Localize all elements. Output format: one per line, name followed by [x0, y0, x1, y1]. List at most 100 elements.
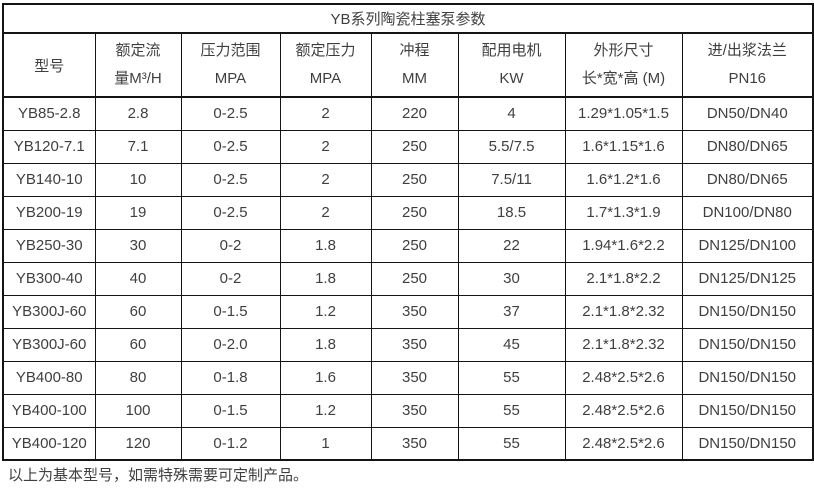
column-header-2: 额定流量M³/H — [94, 32, 182, 98]
cell-r6-c5: 250 — [370, 261, 459, 296]
column-header-1: 型号 — [2, 32, 96, 98]
table-row: YB200-19 19 0-2.5 2 250 18.5 1.7*1.3*1.9 DN100/… — [2, 195, 814, 230]
cell-r2-c7: 1.6*1.15*1.6 — [564, 129, 683, 164]
column-header-line2: 长*宽*高 (M) — [581, 70, 666, 87]
cell-r4-c6: 18.5 — [457, 195, 566, 230]
cell-r10-c8: DN150/DN150 — [681, 393, 814, 428]
cell-r6-c6: 30 — [457, 261, 566, 296]
cell-r7-c1: YB300J-60 — [2, 294, 96, 329]
cell-r11-c7: 2.48*2.5*2.6 — [564, 426, 683, 461]
table-row: YB400-100 100 0-1.5 1.2 350 55 2.48*2.5*2.6 DN1… — [2, 393, 814, 428]
cell-r9-c6: 55 — [457, 360, 566, 395]
table-row: YB400-120 120 0-1.2 1 350 55 2.48*2.5*2.6 DN150… — [2, 426, 814, 461]
cell-r2-c2: 7.1 — [94, 129, 182, 164]
cell-r8-c8: DN150/DN150 — [681, 327, 814, 362]
table-title: YB系列陶瓷柱塞泵参数 — [2, 3, 814, 34]
table-body: YB85-2.8 2.8 0-2.5 2 220 4 1.29*1.05*1.5 DN50/D… — [2, 96, 814, 461]
cell-r8-c2: 60 — [94, 327, 182, 362]
cell-r6-c2: 40 — [94, 261, 182, 296]
column-header-line1: 配用电机 — [481, 42, 542, 59]
cell-r10-c4: 1.2 — [279, 393, 372, 428]
cell-r2-c4: 2 — [279, 129, 372, 164]
cell-r4-c5: 250 — [370, 195, 459, 230]
cell-r8-c4: 1.8 — [279, 327, 372, 362]
column-header-line2: MM — [402, 70, 427, 87]
cell-r10-c3: 0-1.5 — [180, 393, 281, 428]
table-row: YB85-2.8 2.8 0-2.5 2 220 4 1.29*1.05*1.5 DN50/D… — [2, 96, 814, 131]
cell-r3-c7: 1.6*1.2*1.6 — [564, 162, 683, 197]
cell-r11-c8: DN150/DN150 — [681, 426, 814, 461]
cell-r6-c7: 2.1*1.8*2.2 — [564, 261, 683, 296]
cell-r3-c5: 250 — [370, 162, 459, 197]
cell-r11-c3: 0-1.2 — [180, 426, 281, 461]
column-header-line2: PN16 — [728, 70, 767, 87]
cell-r11-c2: 120 — [94, 426, 182, 461]
column-header-4: 额定压力 MPA — [279, 32, 372, 98]
cell-r1-c2: 2.8 — [94, 96, 182, 131]
cell-r11-c4: 1 — [279, 426, 372, 461]
table-row: YB140-10 10 0-2.5 2 250 7.5/11 1.6*1.2*1.6 DN80… — [2, 162, 814, 197]
cell-r7-c3: 0-1.5 — [180, 294, 281, 329]
cell-r8-c5: 350 — [370, 327, 459, 362]
cell-r8-c1: YB300J-60 — [2, 327, 96, 362]
cell-r4-c1: YB200-19 — [2, 195, 96, 230]
cell-r9-c3: 0-1.8 — [180, 360, 281, 395]
cell-r4-c7: 1.7*1.3*1.9 — [564, 195, 683, 230]
cell-r9-c1: YB400-80 — [2, 360, 96, 395]
cell-r9-c5: 350 — [370, 360, 459, 395]
column-header-line2: 量M³/H — [114, 70, 162, 87]
cell-r6-c1: YB300-40 — [2, 261, 96, 296]
cell-r7-c6: 37 — [457, 294, 566, 329]
cell-r7-c4: 1.2 — [279, 294, 372, 329]
cell-r2-c8: DN80/DN65 — [681, 129, 814, 164]
cell-r3-c1: YB140-10 — [2, 162, 96, 197]
cell-r7-c7: 2.1*1.8*2.32 — [564, 294, 683, 329]
cell-r4-c4: 2 — [279, 195, 372, 230]
cell-r1-c3: 0-2.5 — [180, 96, 281, 131]
cell-r5-c3: 0-2 — [180, 228, 281, 263]
cell-r7-c8: DN150/DN150 — [681, 294, 814, 329]
column-header-line2: MPA — [309, 70, 342, 87]
column-header-5: 冲程 MM — [370, 32, 459, 98]
cell-r4-c3: 0-2.5 — [180, 195, 281, 230]
cell-r1-c5: 220 — [370, 96, 459, 131]
cell-r1-c7: 1.29*1.05*1.5 — [564, 96, 683, 131]
cell-r9-c4: 1.6 — [279, 360, 372, 395]
cell-r9-c8: DN150/DN150 — [681, 360, 814, 395]
column-header-line1: 外形尺寸 — [593, 42, 654, 59]
table-header-row: 型号 额定流 量M³/H 压力范围 MPA 额定压力 MPA 冲程 MM 配用电机 KW 外形尺寸 长*… — [2, 32, 814, 98]
cell-r5-c6: 22 — [457, 228, 566, 263]
table-row: YB250-30 30 0-2 1.8 250 22 1.94*1.6*2.2 DN125/D… — [2, 228, 814, 263]
cell-r7-c2: 60 — [94, 294, 182, 329]
cell-r1-c1: YB85-2.8 — [2, 96, 96, 131]
cell-r9-c2: 80 — [94, 360, 182, 395]
cell-r6-c8: DN125/DN125 — [681, 261, 814, 296]
cell-r8-c6: 45 — [457, 327, 566, 362]
cell-r3-c4: 2 — [279, 162, 372, 197]
cell-r1-c8: DN50/DN40 — [681, 96, 814, 131]
cell-r10-c1: YB400-100 — [2, 393, 96, 428]
table-row: YB300J-60 60 0-1.5 1.2 350 37 2.1*1.8*2.32 DN15… — [2, 294, 814, 329]
cell-r2-c3: 0-2.5 — [180, 129, 281, 164]
cell-r11-c5: 350 — [370, 426, 459, 461]
cell-r1-c4: 2 — [279, 96, 372, 131]
column-header-line1: 额定流 — [115, 42, 161, 59]
cell-r1-c6: 4 — [457, 96, 566, 131]
table-row: YB300J-60 60 0-2.0 1.8 350 45 2.1*1.8*2.32 DN15… — [2, 327, 814, 362]
cell-r10-c5: 350 — [370, 393, 459, 428]
column-header-line2: KW — [499, 70, 524, 87]
column-header-line1: 额定压力 — [295, 42, 356, 59]
cell-r3-c8: DN80/DN65 — [681, 162, 814, 197]
table-row: YB400-80 80 0-1.8 1.6 350 55 2.48*2.5*2.6 DN150… — [2, 360, 814, 395]
column-header-line1: 压力范围 — [200, 42, 261, 59]
column-header-8: 进/出浆法兰 PN16 — [681, 32, 814, 98]
column-header-line1: 冲程 — [399, 42, 430, 59]
cell-r3-c6: 7.5/11 — [457, 162, 566, 197]
cell-r9-c7: 2.48*2.5*2.6 — [564, 360, 683, 395]
footer-note: 以上为基本型号，如需特殊需要可定制产品。 — [8, 467, 309, 484]
cell-r5-c4: 1.8 — [279, 228, 372, 263]
cell-r5-c5: 250 — [370, 228, 459, 263]
column-header-3: 压力范围 MPA — [180, 32, 281, 98]
cell-r5-c2: 30 — [94, 228, 182, 263]
